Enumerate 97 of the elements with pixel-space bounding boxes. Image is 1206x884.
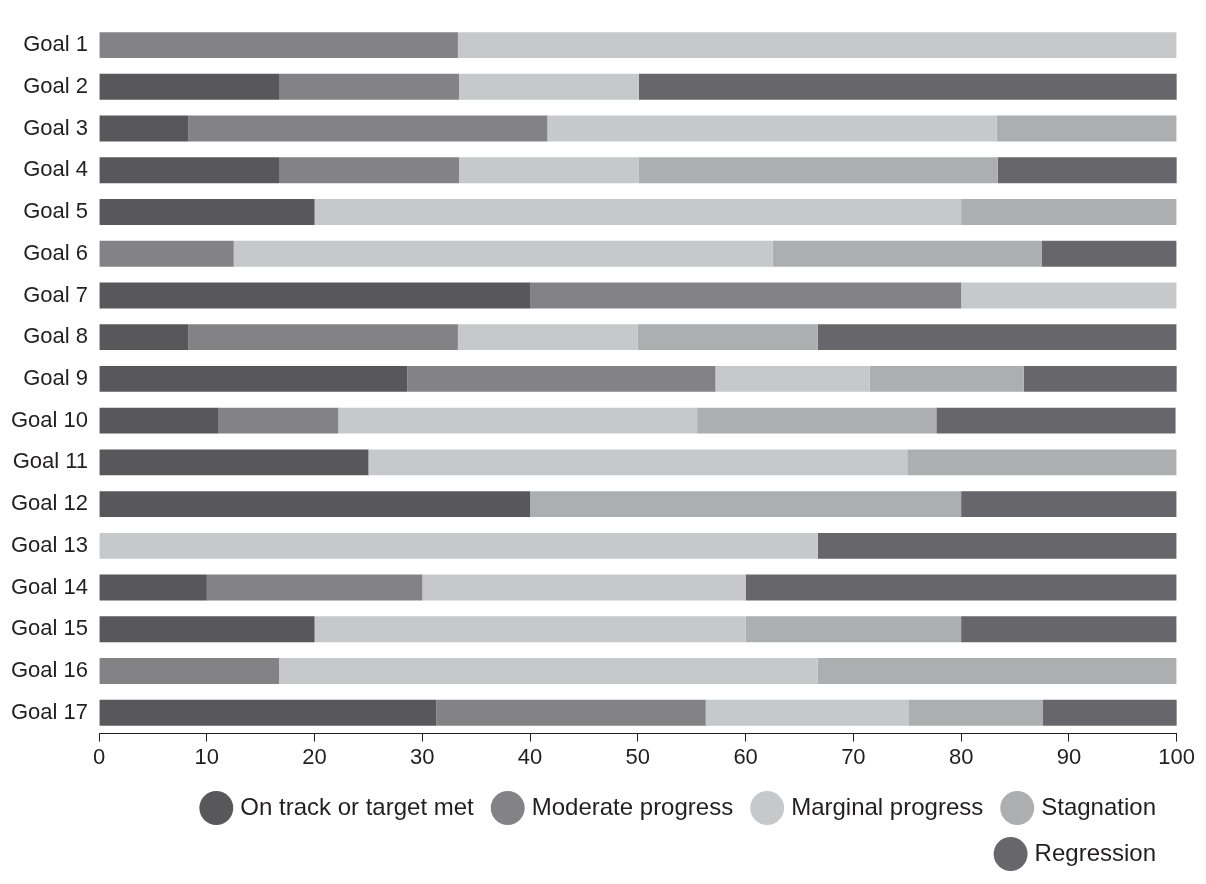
bar: [338, 407, 698, 434]
y-tick-label: Goal 7: [23, 281, 89, 307]
bar: [99, 449, 369, 476]
x-tick-label: 70: [841, 743, 866, 769]
bar: [99, 73, 280, 100]
bar: [368, 449, 908, 476]
bar: [1023, 365, 1177, 392]
bar: [817, 324, 1177, 351]
x-tick-label: 40: [517, 743, 543, 769]
bar: [458, 73, 639, 100]
bar: [422, 574, 746, 601]
y-tick-label: Goal 11: [12, 448, 89, 474]
x-tick-label: 10: [194, 743, 220, 769]
y-tick-label: Goal 12: [10, 490, 89, 516]
bar: [961, 282, 1177, 309]
y-tick-label: Goal 17: [10, 698, 89, 724]
bar: [547, 115, 997, 142]
bar: [279, 73, 459, 100]
bar: [99, 115, 189, 142]
x-tick-label: 100: [1158, 743, 1196, 769]
bar: [936, 407, 1176, 434]
legend-label: On track or target met: [240, 792, 475, 820]
bar: [997, 157, 1177, 184]
bar: [99, 407, 219, 434]
bar: [638, 157, 998, 184]
legend-label: Regression: [1034, 838, 1157, 866]
y-tick-label: Goal 14: [10, 573, 89, 599]
legend-label: Stagnation: [1041, 792, 1156, 820]
bar: [188, 115, 548, 142]
bar: [314, 616, 746, 643]
bar: [745, 574, 1177, 601]
y-tick-label: Goal 9: [23, 364, 89, 390]
bar: [817, 658, 1177, 684]
x-tick-label: 0: [92, 743, 106, 769]
y-tick-label: Goal 2: [23, 72, 89, 98]
bar: [99, 699, 437, 726]
bar: [99, 365, 408, 392]
bar: [772, 240, 1042, 267]
bar: [99, 658, 280, 684]
bar: [233, 240, 773, 267]
bar: [961, 616, 1177, 643]
bar: [745, 616, 962, 643]
bar: [705, 699, 909, 726]
bar: [99, 157, 280, 184]
bar: [279, 157, 459, 184]
x-tick-label: 80: [948, 743, 974, 769]
bar: [407, 365, 716, 392]
bar: [817, 532, 1177, 559]
bar: [99, 240, 234, 267]
bar: [458, 157, 639, 184]
bar: [99, 199, 315, 225]
y-tick-label: Goal 1: [23, 31, 89, 57]
bar: [314, 199, 962, 225]
y-tick-label: Goal 13: [10, 531, 89, 557]
bar: [961, 199, 1177, 225]
bar: [99, 532, 818, 559]
y-tick-label: Goal 3: [23, 114, 89, 140]
bar: [99, 324, 189, 351]
y-tick-label: Goal 5: [23, 198, 89, 224]
bar: [99, 32, 458, 58]
bar: [996, 115, 1177, 142]
bar: [638, 73, 1177, 100]
bar: [869, 365, 1024, 392]
y-tick-label: Goal 15: [10, 615, 89, 641]
bar: [1041, 240, 1177, 267]
bar: [457, 32, 1177, 58]
bar: [99, 616, 315, 643]
bar: [637, 324, 818, 351]
bar: [697, 407, 937, 434]
x-tick-label: 30: [410, 743, 435, 769]
y-tick-label: Goal 10: [10, 406, 89, 432]
x-tick-label: 50: [625, 743, 651, 769]
bar: [188, 324, 458, 351]
y-tick-label: Goal 16: [10, 657, 89, 683]
legend-label: Marginal progress: [791, 792, 984, 820]
y-tick-label: Goal 6: [23, 239, 89, 265]
x-tick-label: 90: [1056, 743, 1082, 769]
legend-label: Moderate progress: [531, 792, 734, 820]
bar: [457, 324, 638, 351]
bar: [961, 491, 1177, 518]
x-tick-label: 20: [302, 743, 327, 769]
y-tick-label: Goal 8: [23, 323, 89, 349]
bar: [715, 365, 870, 392]
bar: [99, 574, 207, 601]
bar: [1043, 699, 1177, 726]
bar: [99, 491, 531, 518]
bar: [99, 282, 531, 309]
bar: [206, 574, 423, 601]
bar: [218, 407, 339, 434]
x-tick-label: 60: [733, 743, 758, 769]
y-tick-label: Goal 4: [23, 156, 89, 182]
bar: [907, 449, 1177, 476]
bar: [279, 658, 818, 684]
bar: [436, 699, 706, 726]
bar: [530, 491, 962, 518]
bar: [530, 282, 962, 309]
bar: [908, 699, 1044, 726]
